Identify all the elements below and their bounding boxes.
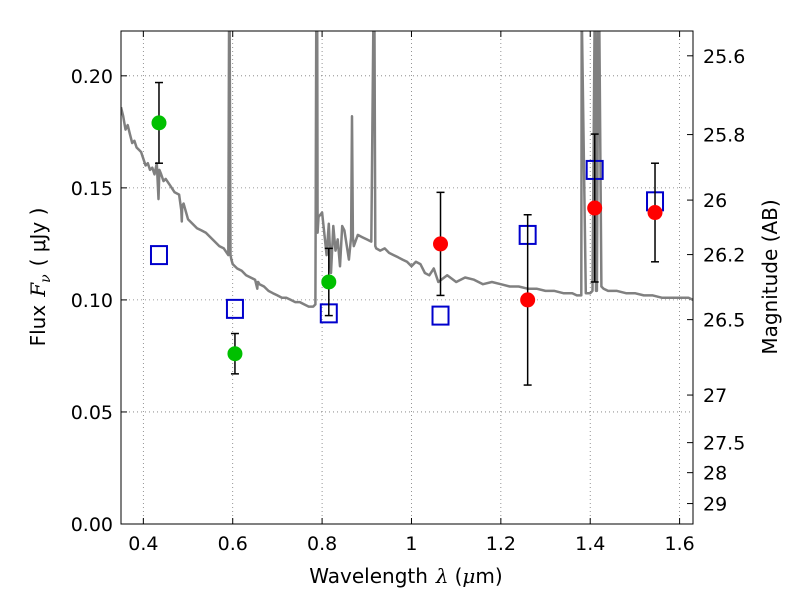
y-axis-title-unit: ( μJy ) — [26, 208, 50, 267]
measured-flux-point — [520, 292, 536, 308]
measured-flux-point — [647, 205, 663, 221]
x-tick-label: 1.4 — [575, 533, 605, 555]
mag-tick-label: 28 — [703, 463, 727, 485]
x-tick-label: 1 — [405, 533, 417, 555]
plot-area — [121, 31, 693, 386]
y-axis-title-subscript: ν — [38, 274, 54, 283]
plot-frame — [120, 30, 694, 525]
measured-flux-point — [321, 274, 337, 290]
x-tick-label: 1.6 — [664, 533, 694, 555]
y-tick-label: 0.15 — [71, 178, 113, 200]
mag-tick-label: 29 — [703, 494, 727, 516]
measured-flux-point — [227, 346, 243, 362]
mag-tick-label: 25.8 — [703, 125, 745, 147]
x-tick-label: 0.6 — [218, 533, 248, 555]
x-tick-label: 1.2 — [486, 533, 516, 555]
grid-lines — [121, 31, 693, 525]
model-photometry-square — [431, 305, 450, 326]
mag-tick-label: 26 — [703, 190, 727, 212]
y2-axis-title: Magnitude (AB) — [758, 199, 782, 354]
x-tick-label: 0.8 — [307, 533, 337, 555]
x-axis-title-prefix: Wavelength — [309, 564, 428, 588]
model-photometry-square — [225, 298, 244, 319]
y-tick-label: 0.20 — [71, 66, 113, 88]
measured-flux-point — [587, 200, 603, 216]
axes: 0.4 0.6 0.8 1 1.2 1.4 1.6 0.00 0.05 0.10 0.15 0.20 2… — [71, 31, 745, 555]
y-tick-label: 0.10 — [71, 290, 113, 312]
y-axis-title: Flux Fν ( μJy ) — [26, 208, 54, 347]
measured-flux-point — [433, 236, 449, 252]
mag-tick-label: 27.5 — [703, 433, 745, 455]
spectrum-line — [121, 31, 693, 308]
y-axis-title-symbol: F — [26, 282, 50, 298]
x-tick-label: 0.4 — [128, 533, 158, 555]
mag-tick-label: 25.6 — [703, 46, 745, 68]
y-tick-label: 0.05 — [71, 402, 113, 424]
x-axis-title-unit-open: ( — [455, 564, 463, 588]
x-axis-title-unit-mu: μ — [462, 564, 475, 588]
mag-tick-label: 26.2 — [703, 245, 745, 267]
mag-tick-label: 27 — [703, 385, 727, 407]
model-photometry-square — [149, 245, 168, 266]
mag-tick-label: 26.5 — [703, 310, 745, 332]
y-axis-title-prefix: Flux — [26, 305, 50, 347]
x-axis-title-unit-rest: m) — [475, 564, 502, 588]
x-axis-title: Wavelength λ (μm) — [309, 564, 502, 588]
x-axis-title-symbol: λ — [435, 564, 449, 588]
measured-flux-point — [151, 115, 167, 131]
y-tick-label: 0.00 — [71, 514, 113, 536]
